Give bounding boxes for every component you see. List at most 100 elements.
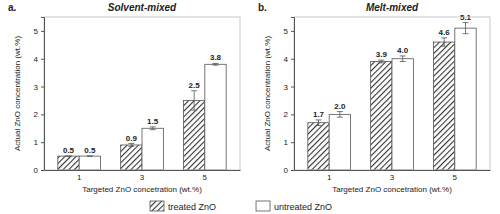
error-bar [66,156,72,157]
x-axis-line [45,170,241,171]
bar [455,28,476,170]
y-tick-label: 5 [34,27,39,36]
y-tick-label: 4 [284,55,289,64]
error-stem [465,23,466,34]
error-bar [441,38,447,46]
bar [121,145,142,170]
y-axis: 012345 [284,18,295,176]
y-axis-line [291,18,295,171]
data-label: 1.5 [147,117,159,126]
chart-title: Solvent-mixed [108,2,177,13]
y-tick-mark [291,142,294,143]
error-bar [128,144,134,147]
error-cap [128,143,134,144]
y-tick-label: 1 [34,138,39,147]
bar [392,59,413,170]
y-tick-label: 3 [34,83,39,92]
x-axis: 135 [295,170,491,182]
bar [58,156,79,170]
error-cap [337,111,343,112]
error-bar [400,56,406,62]
y-axis-title: Actual ZnO concentration (wt.%) [263,36,272,151]
error-bar [337,112,343,118]
error-cap [441,37,447,38]
y-tick: 5 [284,27,294,36]
error-cap [191,90,197,91]
error-stem [339,112,340,118]
error-cap [316,119,322,120]
figure: 0.50.92.50.51.53.8012345135a.Solvent-mix… [0,0,500,214]
error-cap [378,62,384,63]
data-label: 4.6 [439,28,451,37]
error-cap [400,61,406,62]
legend: treated ZnOuntreated ZnO [150,201,332,212]
error-cap [213,65,219,66]
chart-title: Melt-mixed [366,2,419,13]
y-tick-label: 2 [34,110,39,119]
error-cap [150,129,156,130]
y-tick: 3 [34,83,44,92]
x-axis: 1 3 5 [45,170,241,182]
y-tick-label: 3 [284,83,289,92]
error-cap [463,22,469,23]
y-tick-mark [291,170,294,171]
y-tick: 2 [34,110,44,119]
bar [371,62,392,170]
panel: 0.50.92.50.51.53.8012345135a.Solvent-mix… [8,2,241,194]
y-tick-mark [291,87,294,88]
y-tick-mark [291,31,294,32]
x-tick-label: 5 [203,173,208,182]
data-label: 2.5 [189,81,201,90]
y-tick: 4 [34,55,44,64]
error-cap [128,146,134,147]
error-bar [316,120,322,126]
x-tick-label: 3 [390,173,395,182]
legend-swatch [150,201,164,211]
y-tick-mark [291,114,294,115]
data-label: 0.5 [63,146,75,155]
error-bar [463,23,469,34]
y-tick-label: 4 [34,55,39,64]
y-axis-title: Actual ZnO concentration (wt.%) [13,36,22,151]
x-axis-title: Targeted ZnO concetration (wt.%) [82,185,202,194]
legend-swatch [256,201,270,211]
x-tick-label: 3 [140,173,145,182]
error-cap [378,60,384,61]
y-axis: 0 1 2 3 4 5 [34,18,45,176]
x-tick: 5 [453,170,458,182]
plot-area [308,23,476,170]
y-tick-label: 0 [34,166,39,175]
bar [329,114,350,170]
error-bar [87,156,93,157]
x-axis-line [295,170,491,171]
y-tick: 2 [284,110,294,119]
x-tick: 3 [390,170,395,182]
error-cap [66,156,72,157]
y-axis-line [41,18,45,171]
data-label: 3.9 [376,50,388,59]
bar [142,128,163,170]
y-tick-mark [41,114,44,115]
x-tick: 3 [140,170,145,182]
data-label: 3.8 [210,53,222,62]
bar [183,100,204,170]
y-tick-label: 2 [284,110,289,119]
bar [433,42,454,170]
y-tick: 1 [34,138,44,147]
x-tick-label: 5 [453,173,458,182]
error-cap [441,46,447,47]
error-cap [87,156,93,157]
x-tick: 1 [77,170,82,182]
error-bar [378,60,384,63]
error-stem [194,91,195,110]
y-tick: 5 [34,27,44,36]
error-bar [213,63,219,65]
error-bar [150,127,156,130]
plot-area [58,63,226,170]
data-label: 1.7 [313,110,325,119]
panel-letter: a. [8,2,17,13]
data-label: 4.0 [397,46,409,55]
y-tick: 1 [284,138,294,147]
x-axis-title: Targeted ZnO concetration (wt.%) [332,185,452,194]
y-tick-mark [41,170,44,171]
